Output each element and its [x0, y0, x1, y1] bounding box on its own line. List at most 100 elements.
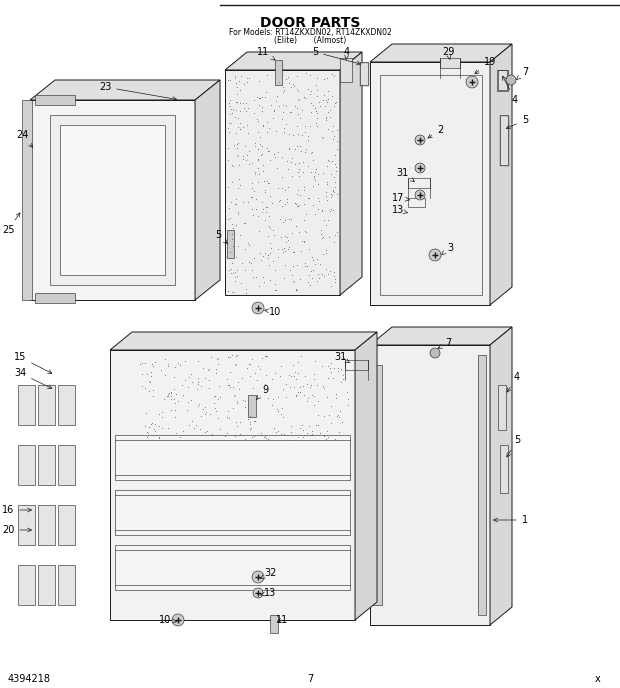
Point [281, 391, 291, 402]
Point [178, 425, 188, 436]
Point [332, 162, 342, 173]
Point [247, 158, 257, 169]
Text: 1: 1 [494, 515, 528, 525]
Point [159, 393, 169, 404]
Point [201, 407, 211, 418]
Point [322, 124, 332, 135]
Circle shape [252, 302, 264, 314]
Point [298, 157, 308, 168]
Point [175, 359, 185, 370]
Point [264, 250, 273, 261]
Point [287, 269, 297, 280]
Point [226, 100, 236, 111]
Point [314, 272, 324, 283]
Point [297, 420, 307, 431]
Point [307, 429, 317, 440]
Text: 4: 4 [344, 47, 350, 60]
Point [215, 391, 225, 402]
Point [253, 153, 263, 164]
Point [286, 213, 296, 224]
Point [271, 95, 281, 106]
Point [263, 392, 273, 403]
Point [163, 390, 173, 401]
Text: 5: 5 [215, 230, 228, 244]
Point [293, 367, 303, 378]
Point [209, 391, 219, 402]
Polygon shape [440, 58, 460, 68]
Point [312, 380, 322, 391]
Point [230, 112, 240, 123]
Point [240, 217, 250, 228]
Point [298, 424, 308, 436]
Point [223, 154, 232, 165]
Point [294, 164, 304, 175]
Point [300, 147, 310, 158]
Point [280, 259, 290, 270]
Point [241, 433, 250, 444]
Point [238, 394, 248, 405]
Text: 7: 7 [438, 338, 451, 348]
Point [253, 162, 263, 173]
Point [203, 365, 213, 376]
Point [254, 100, 264, 111]
Point [304, 244, 314, 255]
Point [316, 225, 326, 236]
Point [312, 85, 322, 96]
Point [228, 223, 237, 234]
Point [253, 177, 263, 188]
Point [255, 248, 265, 259]
Point [194, 398, 204, 409]
Point [234, 112, 244, 123]
Point [135, 358, 145, 369]
Point [283, 244, 293, 255]
Point [242, 72, 252, 83]
Point [311, 163, 321, 174]
Point [260, 350, 270, 361]
Point [264, 178, 273, 189]
Text: 10: 10 [265, 307, 281, 317]
Point [244, 358, 254, 369]
Point [258, 120, 268, 131]
Point [295, 274, 305, 285]
Point [230, 71, 240, 82]
Point [329, 270, 339, 281]
Point [298, 432, 308, 443]
Point [273, 405, 283, 416]
Point [206, 352, 216, 363]
Point [312, 254, 322, 265]
Circle shape [429, 249, 441, 261]
Point [293, 166, 303, 178]
Point [278, 217, 288, 228]
Point [329, 186, 339, 197]
Point [161, 369, 171, 380]
Point [261, 433, 271, 444]
Text: 34: 34 [14, 368, 52, 389]
Point [260, 186, 270, 197]
Point [337, 417, 347, 428]
Point [235, 85, 245, 96]
Point [300, 226, 310, 237]
Point [299, 389, 309, 400]
Point [293, 387, 303, 398]
Point [253, 127, 263, 138]
Point [288, 79, 298, 90]
Point [317, 232, 327, 243]
Point [245, 417, 255, 428]
Point [180, 355, 190, 366]
Point [231, 359, 241, 370]
Point [269, 105, 279, 116]
Text: 23: 23 [99, 82, 177, 100]
Point [271, 126, 281, 137]
Point [275, 100, 285, 111]
Point [280, 273, 290, 284]
Point [225, 109, 235, 120]
Point [252, 193, 262, 204]
Point [321, 248, 331, 259]
Point [299, 184, 309, 195]
Point [332, 97, 342, 108]
Point [228, 381, 237, 392]
Point [321, 264, 331, 275]
Point [210, 398, 219, 409]
Point [198, 363, 208, 374]
Point [264, 221, 273, 232]
